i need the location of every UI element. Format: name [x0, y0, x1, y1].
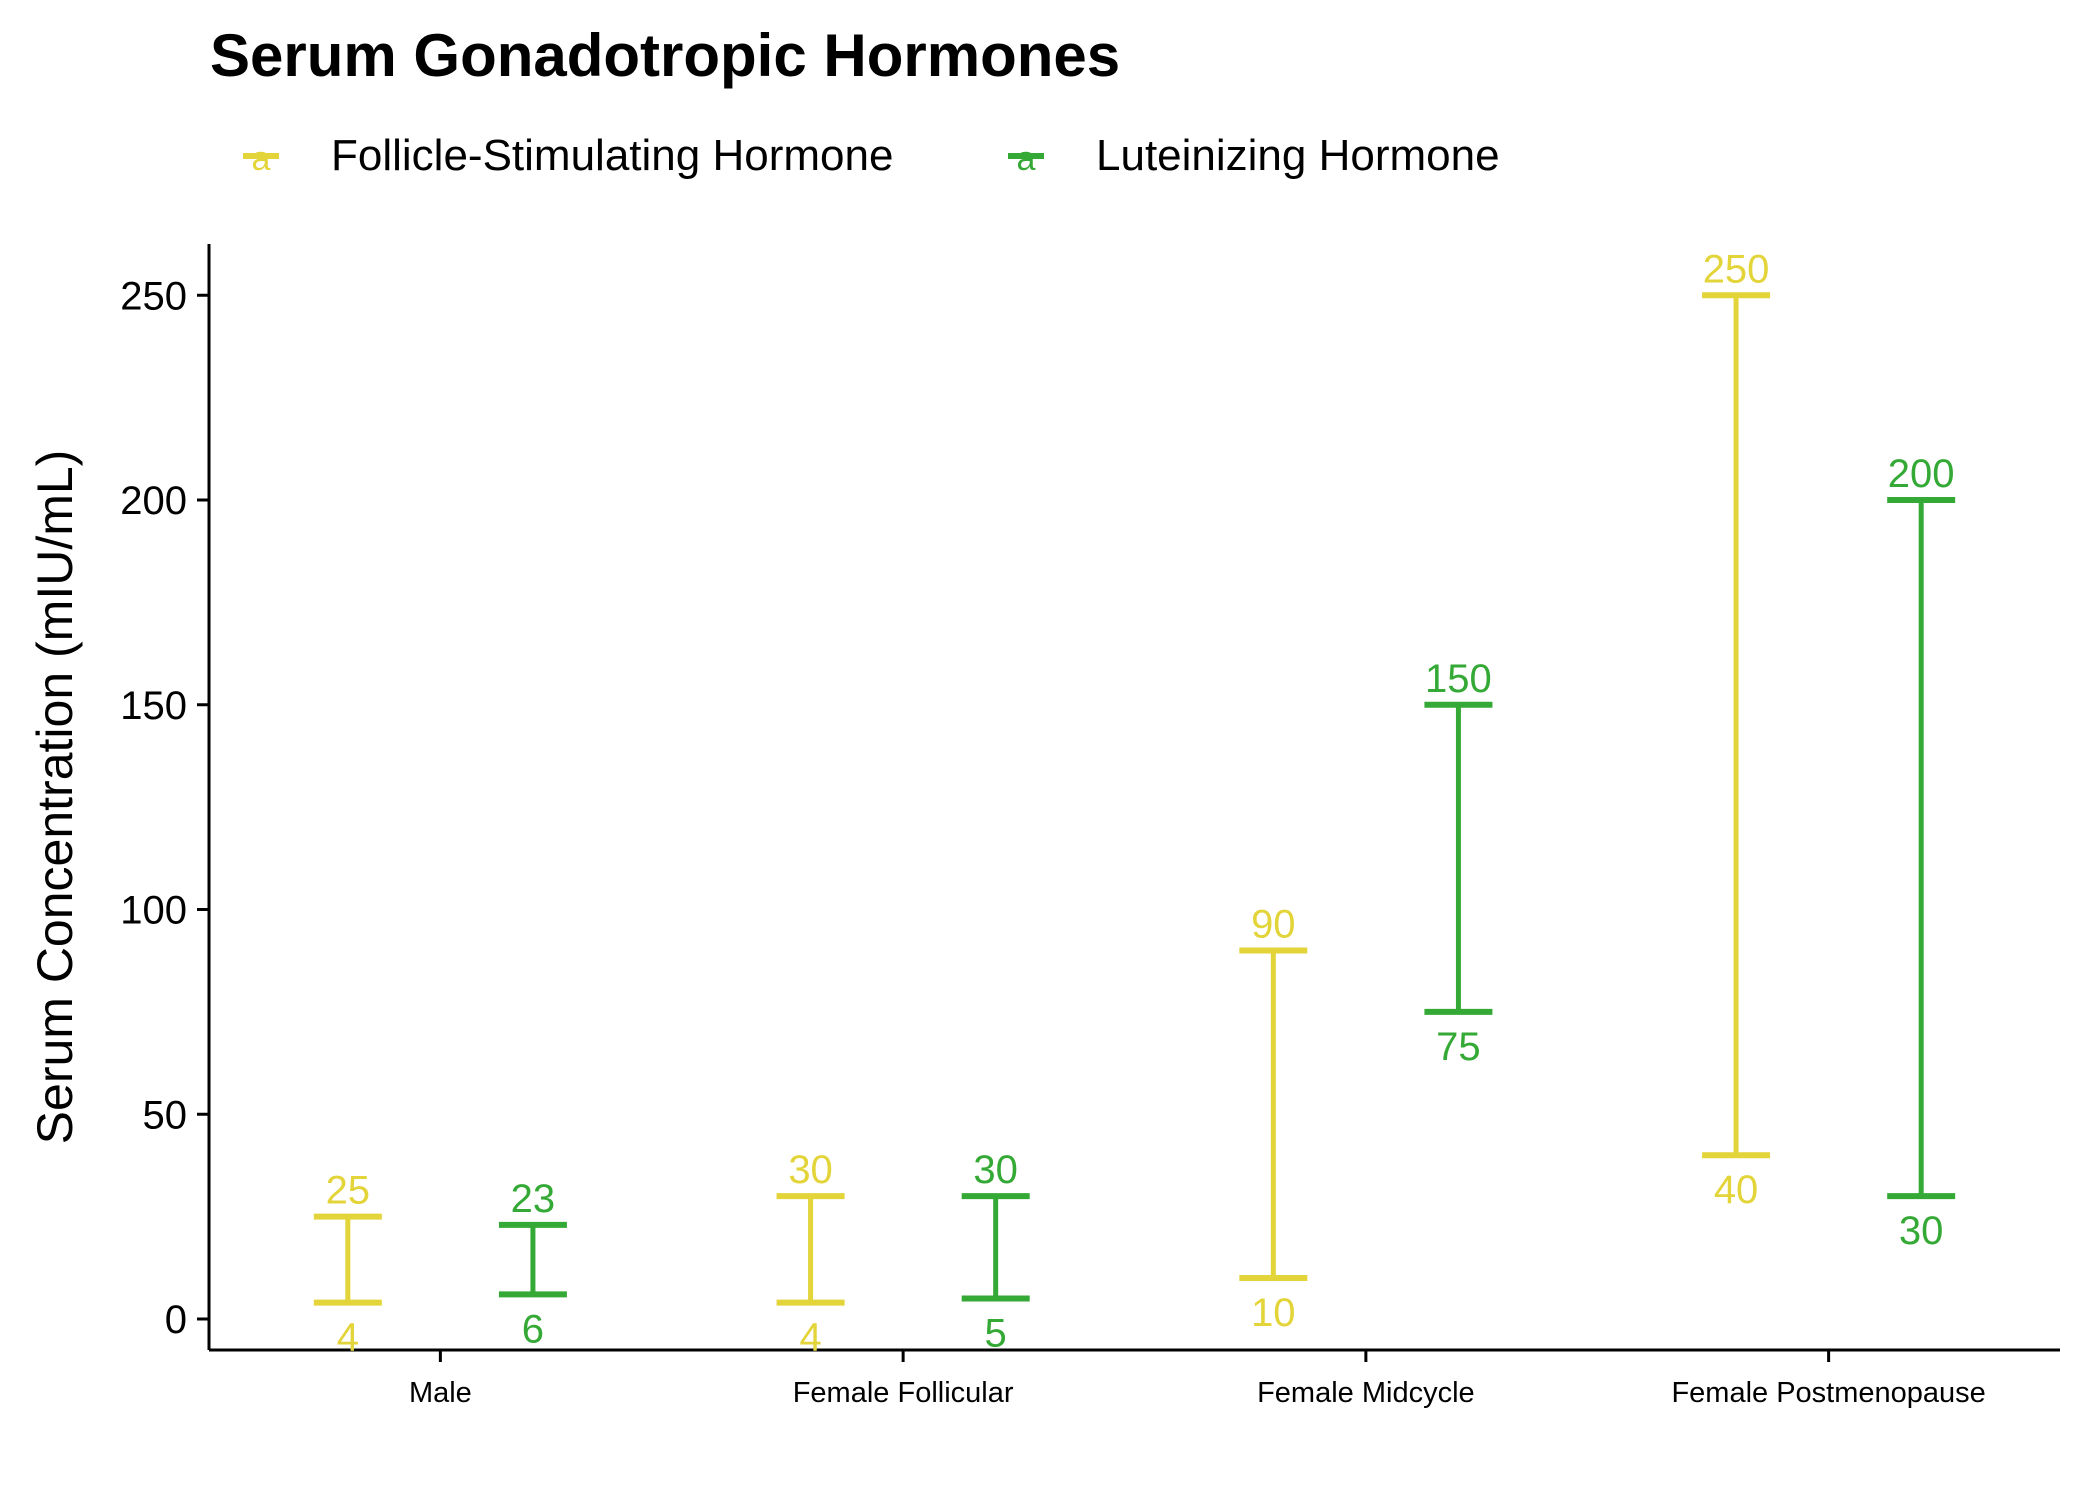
- legend: a Follicle-Stimulating Hormone a Luteinizin…: [243, 131, 1500, 180]
- data-label-low: 6: [522, 1307, 544, 1351]
- chart-title: Serum Gonadotropic Hormones: [210, 22, 1121, 89]
- y-axis-title: Serum Concentration (mIU/mL): [27, 450, 83, 1145]
- y-tick-label: 200: [120, 479, 187, 523]
- y-tick-label: 250: [120, 274, 187, 318]
- y-tick-label: 50: [143, 1093, 188, 1137]
- legend-label: Follicle-Stimulating Hormone: [331, 131, 893, 180]
- x-tick-label: Female Follicular: [793, 1377, 1014, 1409]
- data-label-low: 4: [799, 1316, 821, 1360]
- data-label-high: 250: [1703, 247, 1770, 291]
- x-tick-label: Female Midcycle: [1257, 1377, 1475, 1409]
- data-label-high: 25: [326, 1169, 371, 1213]
- data-label-high: 23: [511, 1177, 556, 1221]
- x-tick-label: Male: [409, 1377, 472, 1409]
- chart-axes: 0 50 100 150 200 250 Male Female Follicular Fema…: [27, 244, 2060, 1409]
- chart-marks: 25 4 30 4 90 10 250 40 23 6 30 5 150 75 200 30: [313, 247, 1956, 1360]
- data-label-high: 30: [788, 1148, 833, 1192]
- data-label-low: 4: [337, 1316, 359, 1360]
- y-tick-label: 0: [165, 1298, 187, 1342]
- legend-label: Luteinizing Hormone: [1096, 131, 1500, 180]
- data-label-high: 200: [1888, 452, 1955, 496]
- legend-key-symbol: a: [252, 140, 271, 178]
- legend-key-symbol: a: [1017, 140, 1036, 178]
- x-tick-label: Female Postmenopause: [1671, 1377, 1985, 1409]
- y-tick-label: 100: [120, 889, 187, 933]
- data-label-high: 150: [1425, 657, 1492, 701]
- data-label-low: 5: [985, 1312, 1007, 1356]
- data-label-high: 90: [1251, 902, 1296, 946]
- data-label-low: 30: [1899, 1209, 1944, 1253]
- data-label-low: 75: [1436, 1025, 1481, 1069]
- y-tick-label: 150: [120, 684, 187, 728]
- data-label-low: 10: [1251, 1291, 1296, 1335]
- data-label-high: 30: [973, 1148, 1018, 1192]
- data-label-low: 40: [1714, 1168, 1759, 1212]
